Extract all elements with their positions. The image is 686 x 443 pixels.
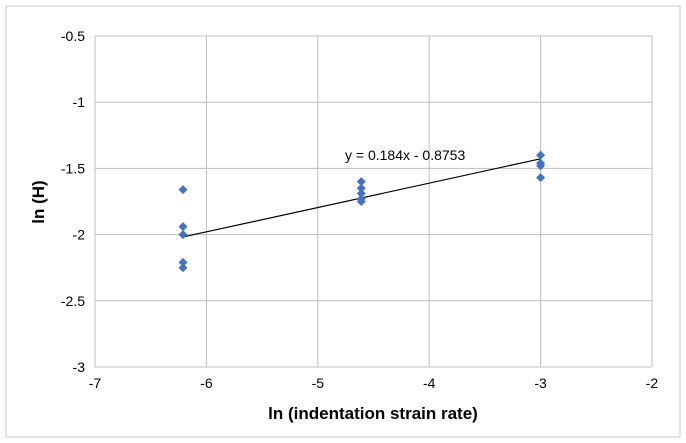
data-point xyxy=(356,197,366,206)
data-point xyxy=(356,183,366,193)
data-point xyxy=(178,185,188,195)
data-point xyxy=(356,189,366,199)
x-axis-title: ln (indentation strain rate) xyxy=(268,404,478,423)
data-point xyxy=(178,230,188,240)
data-point xyxy=(178,222,188,232)
data-point xyxy=(536,173,546,183)
data-point xyxy=(536,150,546,160)
data-points xyxy=(178,150,546,273)
x-axis-tick-labels: -7 -6 -5 -4 -3 -2 xyxy=(89,375,659,391)
x-tick-label: -5 xyxy=(312,375,325,391)
grid-lines xyxy=(94,35,653,368)
trendline-equation: y = 0.184x - 0.8753 xyxy=(345,147,465,163)
x-tick-label: -6 xyxy=(200,375,213,391)
x-tick-label: -3 xyxy=(534,375,547,391)
y-tick-label: -1 xyxy=(73,94,86,110)
y-tick-label: -2.5 xyxy=(61,293,85,309)
data-point xyxy=(536,161,546,171)
y-axis-title: ln (H) xyxy=(29,180,48,223)
y-tick-label: -1.5 xyxy=(61,160,85,176)
y-tick-label: -2 xyxy=(73,227,86,243)
data-point xyxy=(178,263,188,273)
y-tick-label: -3 xyxy=(73,359,86,375)
data-point xyxy=(178,257,188,267)
x-tick-label: -4 xyxy=(423,375,436,391)
x-tick-label: -2 xyxy=(646,375,659,391)
y-axis-tick-labels: -3 -2.5 -2 -1.5 -1 -0.5 xyxy=(61,28,85,375)
data-point xyxy=(356,177,366,187)
y-tick-label: -0.5 xyxy=(61,28,85,44)
chart-frame xyxy=(5,5,681,438)
x-tick-label: -7 xyxy=(89,375,102,391)
